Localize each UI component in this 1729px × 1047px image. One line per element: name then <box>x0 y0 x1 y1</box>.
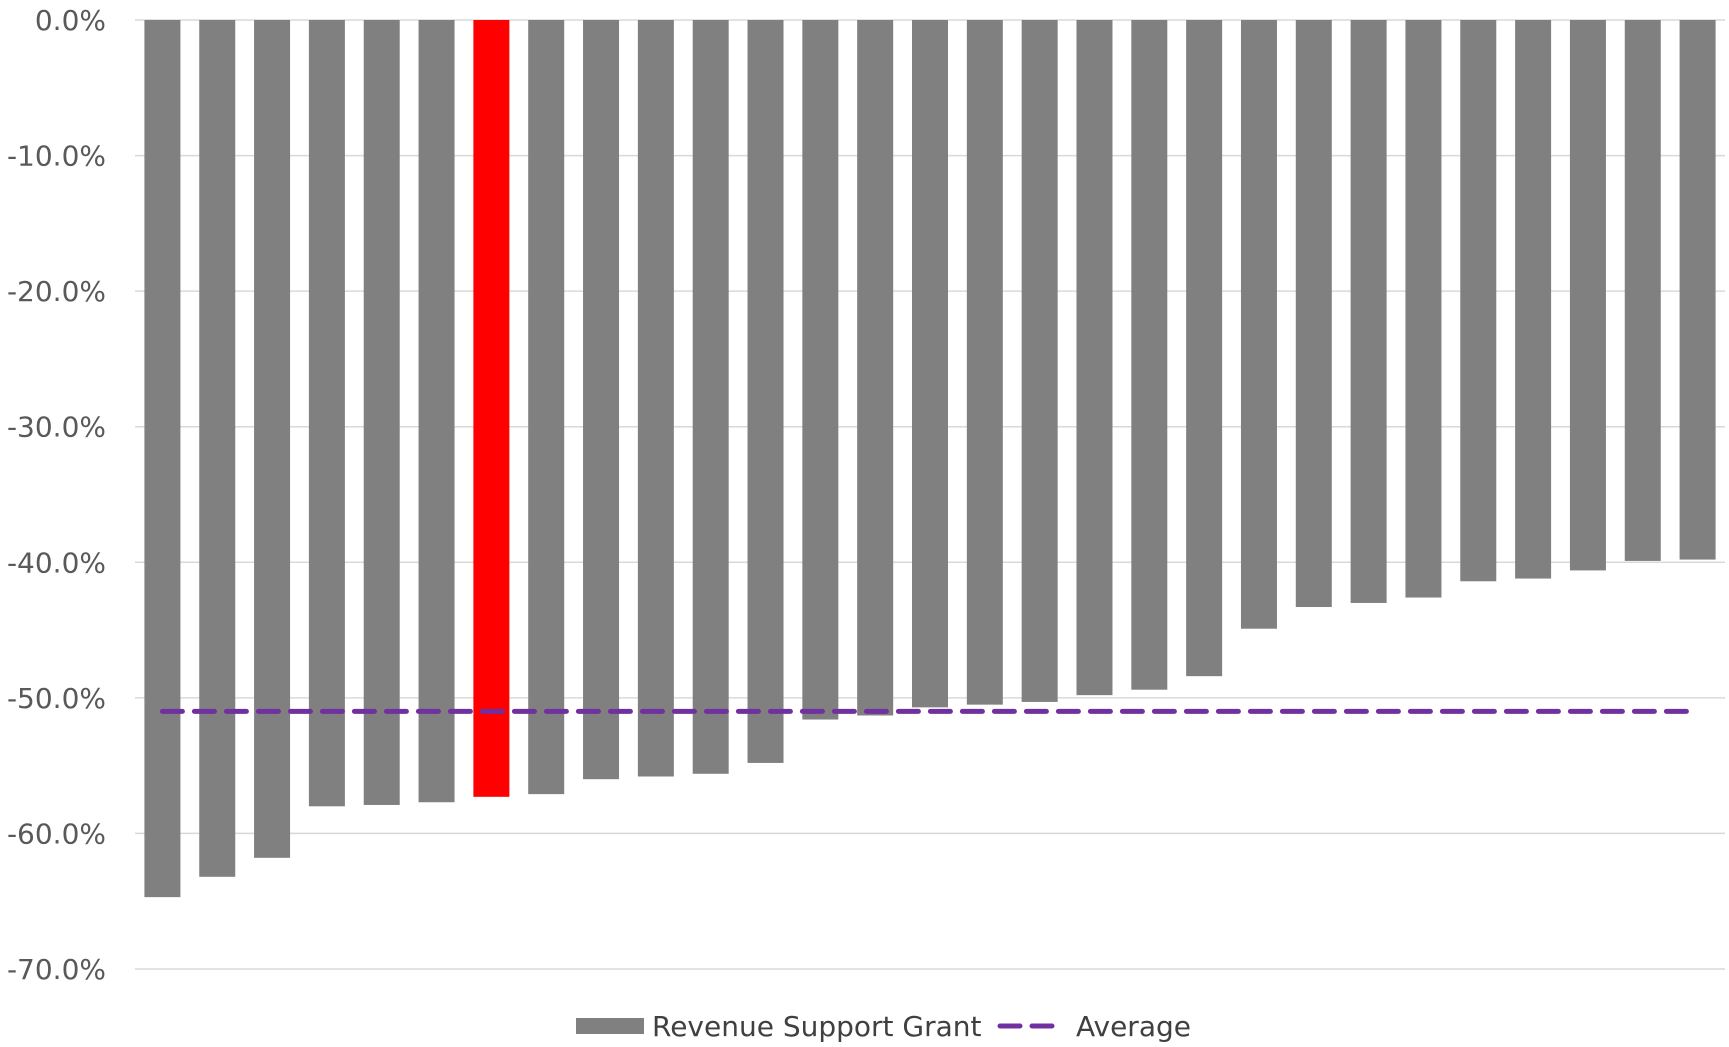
bar <box>144 20 181 898</box>
bar <box>1515 20 1552 579</box>
bar <box>912 20 948 708</box>
bar-series <box>144 20 1716 898</box>
bar <box>199 20 236 877</box>
bar <box>1460 20 1497 582</box>
bar <box>254 20 291 858</box>
y-tick-label: -70.0% <box>7 953 106 986</box>
y-tick-label: -60.0% <box>7 817 106 850</box>
bar <box>1295 20 1332 608</box>
bar <box>1624 20 1661 561</box>
bar <box>857 20 894 716</box>
bar <box>747 20 784 763</box>
y-tick-label: -20.0% <box>7 275 106 308</box>
bar <box>1405 20 1442 598</box>
bar-highlighted <box>473 20 510 797</box>
bar <box>528 20 565 795</box>
bar <box>418 20 455 803</box>
bar <box>1076 20 1113 696</box>
bar <box>583 20 620 780</box>
legend-label-average: Average <box>1076 1010 1191 1043</box>
y-tick-label: -30.0% <box>7 411 106 444</box>
bar <box>308 20 345 807</box>
legend-label-bars: Revenue Support Grant <box>652 1010 982 1043</box>
y-tick-label: -50.0% <box>7 682 106 715</box>
bar <box>1350 20 1387 603</box>
bar <box>1021 20 1058 702</box>
bar <box>363 20 400 805</box>
y-tick-label: -40.0% <box>7 546 106 579</box>
bar <box>1131 20 1168 690</box>
bar <box>802 20 839 720</box>
legend: Revenue Support Grant Average <box>576 1010 1191 1043</box>
legend-swatch-bars <box>576 1018 644 1034</box>
bar <box>692 20 729 774</box>
bar <box>1569 20 1606 571</box>
bar <box>1679 20 1716 560</box>
y-tick-label: -10.0% <box>7 140 106 173</box>
bar <box>1240 20 1277 629</box>
bar <box>637 20 674 777</box>
bar <box>966 20 1003 705</box>
bar <box>1186 20 1223 677</box>
y-tick-label: 0.0% <box>35 4 106 37</box>
y-axis-tick-labels: 0.0% -10.0% -20.0% -30.0% -40.0% -50.0% -60.0%… <box>7 4 106 986</box>
